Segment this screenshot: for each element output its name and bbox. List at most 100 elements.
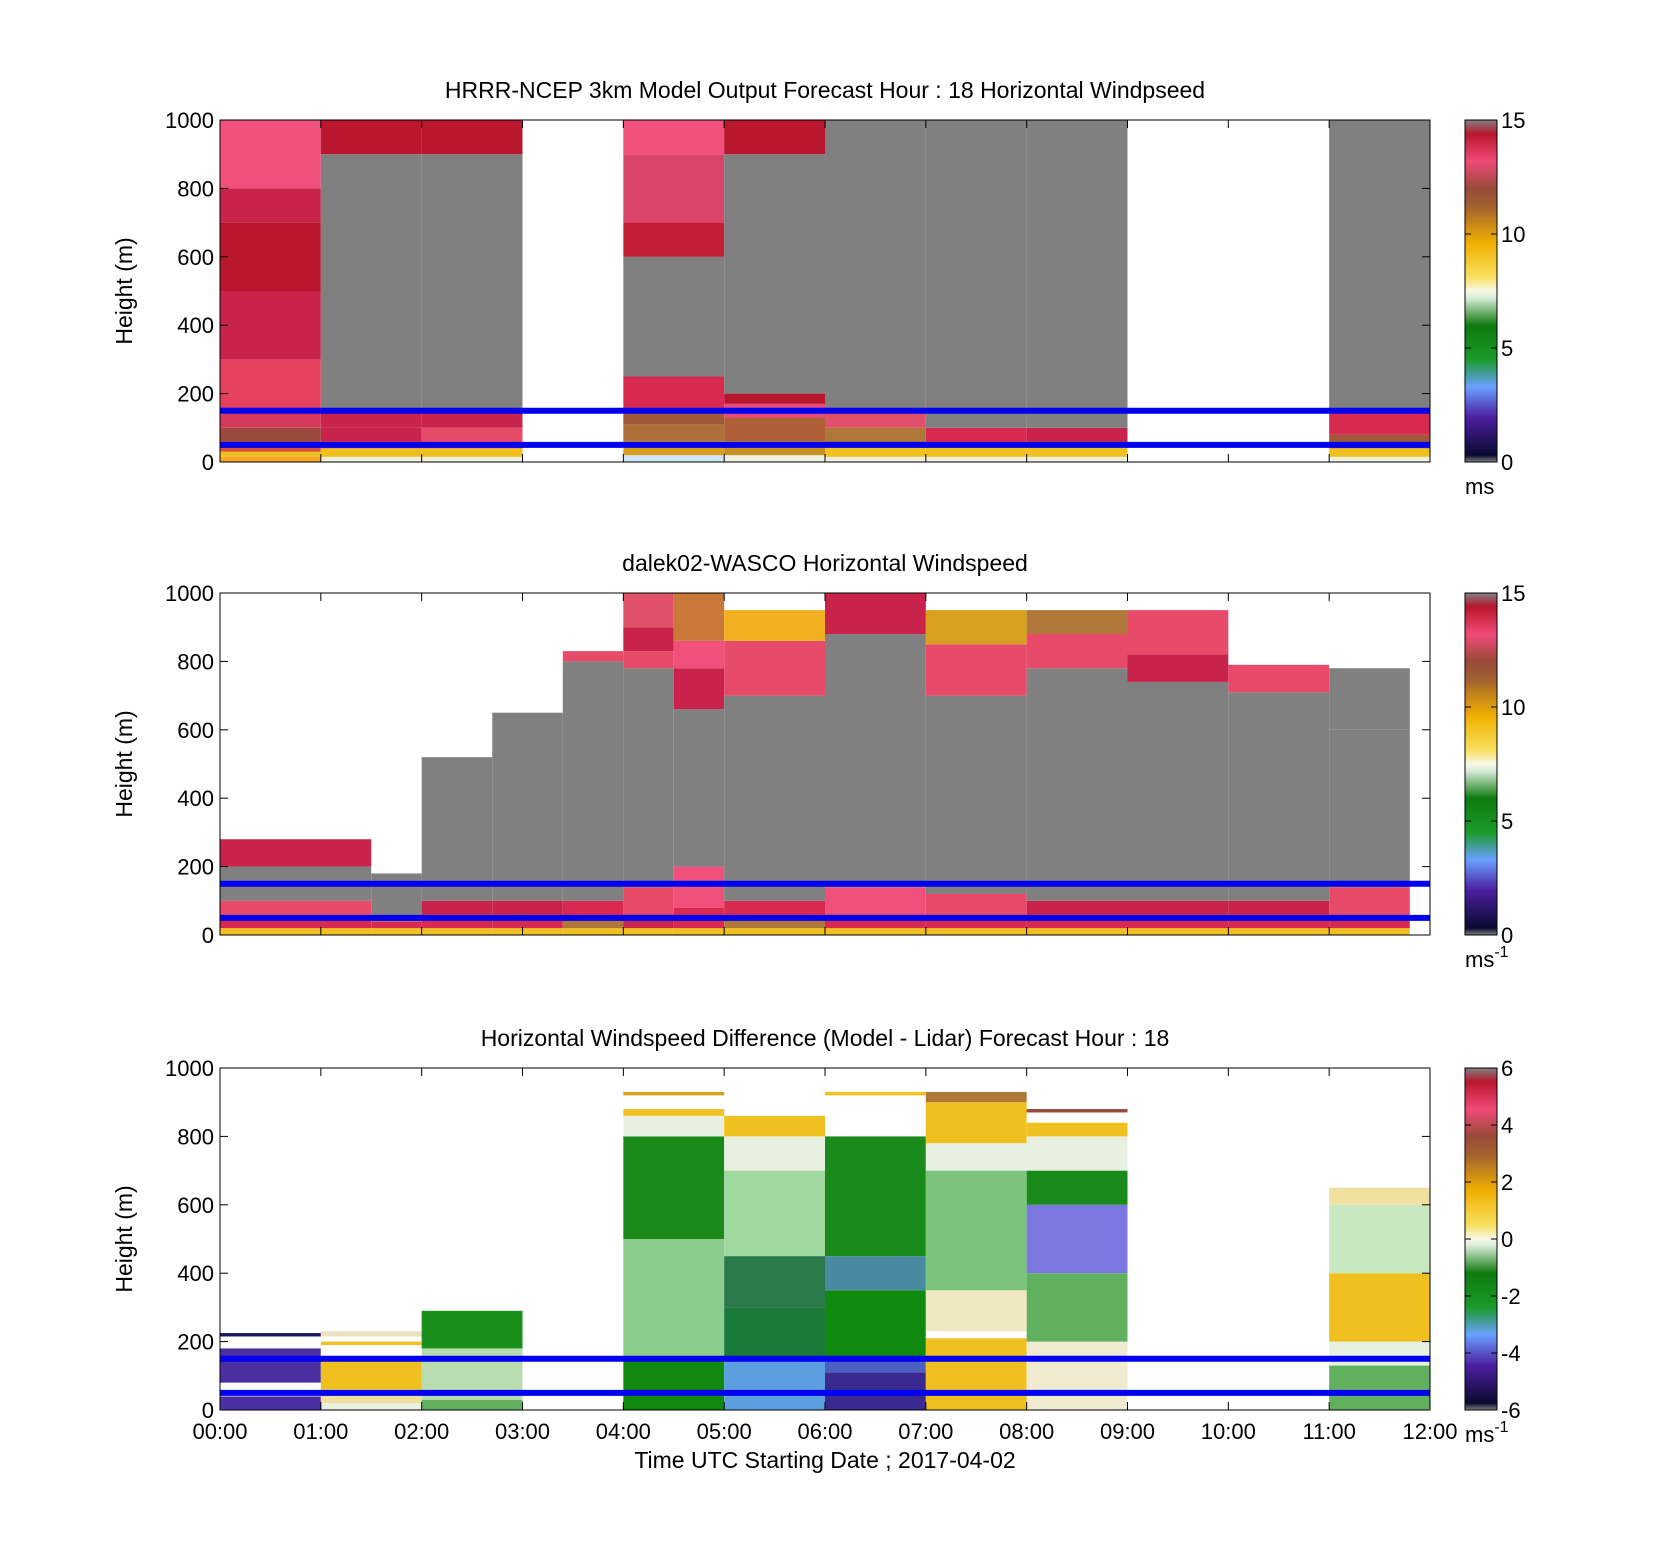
heatmap-cell <box>1329 668 1410 730</box>
heatmap-cell <box>220 410 321 428</box>
heatmap-cell <box>623 1091 725 1096</box>
x-tick-label: 09:00 <box>1100 1419 1155 1444</box>
colorbar-tick-label: 5 <box>1501 336 1513 361</box>
x-tick-label: 06:00 <box>797 1419 852 1444</box>
colorbar-tick-label: 6 <box>1501 1056 1513 1081</box>
y-tick-label: 600 <box>177 718 214 743</box>
colorbar-tick-label: 0 <box>1501 923 1513 948</box>
heatmap-cell <box>1026 1136 1128 1171</box>
heatmap-cell <box>673 640 725 669</box>
heatmap-cell <box>925 1170 1027 1291</box>
heatmap-cell <box>724 1115 825 1137</box>
heatmap-cell <box>371 928 422 935</box>
heatmap-cell <box>371 873 422 922</box>
panel-title: Horizontal Windspeed Difference (Model -… <box>481 1025 1170 1051</box>
heatmap-cell <box>320 456 422 462</box>
colorbar-unit: ms-1 <box>1465 944 1509 972</box>
heatmap-cell <box>925 1331 1027 1339</box>
heatmap-cell <box>1329 120 1430 411</box>
heatmap-cell <box>623 668 674 888</box>
colorbar <box>1464 592 1498 936</box>
heatmap-cell <box>825 456 926 462</box>
heatmap-cell <box>220 222 321 291</box>
heatmap-cell <box>925 1091 1027 1103</box>
heatmap-cell <box>1329 729 1410 888</box>
panel-lidar: dalek02-WASCO Horizontal Windspeed 0 200 4… <box>111 550 1525 972</box>
y-axis-label: Height (m) <box>111 1185 137 1292</box>
colorbar-tick-label: 5 <box>1501 809 1513 834</box>
heatmap-cell <box>1026 1109 1128 1113</box>
heatmap-cell <box>1026 900 1128 915</box>
heatmap-cell <box>673 866 725 908</box>
heatmap-cell <box>1329 1204 1430 1274</box>
heatmap-cell <box>724 1136 825 1171</box>
heatmap-cell <box>925 427 1027 445</box>
heatmap-cell <box>724 120 825 155</box>
heatmap-cell <box>623 424 725 442</box>
colorbar-tick-label: 0 <box>1501 450 1513 475</box>
heatmap-cell <box>825 1136 926 1257</box>
heatmap-cell <box>623 651 674 669</box>
heatmap-plot: 00:00 01:00 02:00 03:00 04:00 05:00 06:00 07:00… <box>111 1056 1521 1447</box>
heatmap-cell <box>1026 610 1128 635</box>
heatmap-cell <box>925 1290 1027 1332</box>
y-tick-label: 0 <box>202 450 214 475</box>
heatmap-cell <box>623 1136 725 1239</box>
heatmap-cell <box>421 120 523 155</box>
colorbar-tick-label: 2 <box>1501 1170 1513 1195</box>
colorbar-tick-label: -6 <box>1501 1398 1521 1423</box>
heatmap-cell <box>320 427 422 442</box>
heatmap-cell <box>562 917 624 929</box>
heatmap-cell <box>220 451 321 457</box>
heatmap-cell <box>1329 928 1410 935</box>
heatmap-cell <box>421 1310 523 1349</box>
y-tick-label: 400 <box>177 313 214 338</box>
heatmap-cell <box>1026 1204 1128 1274</box>
heatmap-cell <box>320 410 422 428</box>
heatmap-cell <box>371 921 422 929</box>
heatmap-cell <box>825 593 926 635</box>
panel-model: HRRR-NCEP 3km Model Output Forecast Hour… <box>111 77 1525 499</box>
heatmap-cell <box>724 900 825 918</box>
panel-title: HRRR-NCEP 3km Model Output Forecast Hour… <box>445 77 1205 103</box>
heatmap-cell <box>1329 887 1410 915</box>
heatmap-cell <box>623 1115 725 1137</box>
heatmap-cell <box>1026 427 1128 445</box>
heatmap-cell <box>220 1348 321 1383</box>
colorbar <box>1464 119 1498 463</box>
heatmap-cell <box>623 1109 725 1116</box>
heatmap-cell <box>724 1358 825 1410</box>
heatmap-cell <box>1329 1273 1430 1342</box>
heatmap-cell <box>724 640 825 696</box>
heatmap-cell <box>724 917 825 929</box>
heatmap-cell <box>1127 928 1229 935</box>
heatmap-cell <box>1026 120 1128 428</box>
heatmap-cell <box>925 120 1027 428</box>
heatmap-cell <box>673 709 725 867</box>
y-tick-label: 200 <box>177 1330 214 1355</box>
heatmap-cell <box>623 593 674 628</box>
heatmap-cell <box>623 627 674 652</box>
heatmap-cell <box>320 448 422 457</box>
heatmap-plot: 0 200 400 600 800 1000 Height (m) 0 5 10 15 ms <box>111 108 1525 499</box>
y-tick-label: 600 <box>177 1193 214 1218</box>
heatmap-cell <box>623 455 725 462</box>
heatmap-cell <box>724 393 825 404</box>
heatmap-cell <box>724 1307 825 1359</box>
heatmap-cell <box>1329 448 1430 457</box>
heatmap-cell <box>724 1170 825 1257</box>
heatmap-cell <box>220 427 321 442</box>
heatmap-cell <box>1026 456 1128 462</box>
heatmap-cell <box>825 1091 926 1096</box>
y-tick-label: 0 <box>202 923 214 948</box>
heatmap-cell <box>492 900 563 915</box>
heatmap-cell <box>320 1403 422 1410</box>
heatmap-cell <box>220 291 321 360</box>
heatmap-cell <box>724 1256 825 1308</box>
heatmap-cell <box>623 887 674 915</box>
y-tick-label: 200 <box>177 855 214 880</box>
heatmap-cell <box>925 1102 1027 1144</box>
colorbar-unit-exponent: -1 <box>1494 944 1508 961</box>
x-tick-label: 11:00 <box>1302 1419 1355 1444</box>
